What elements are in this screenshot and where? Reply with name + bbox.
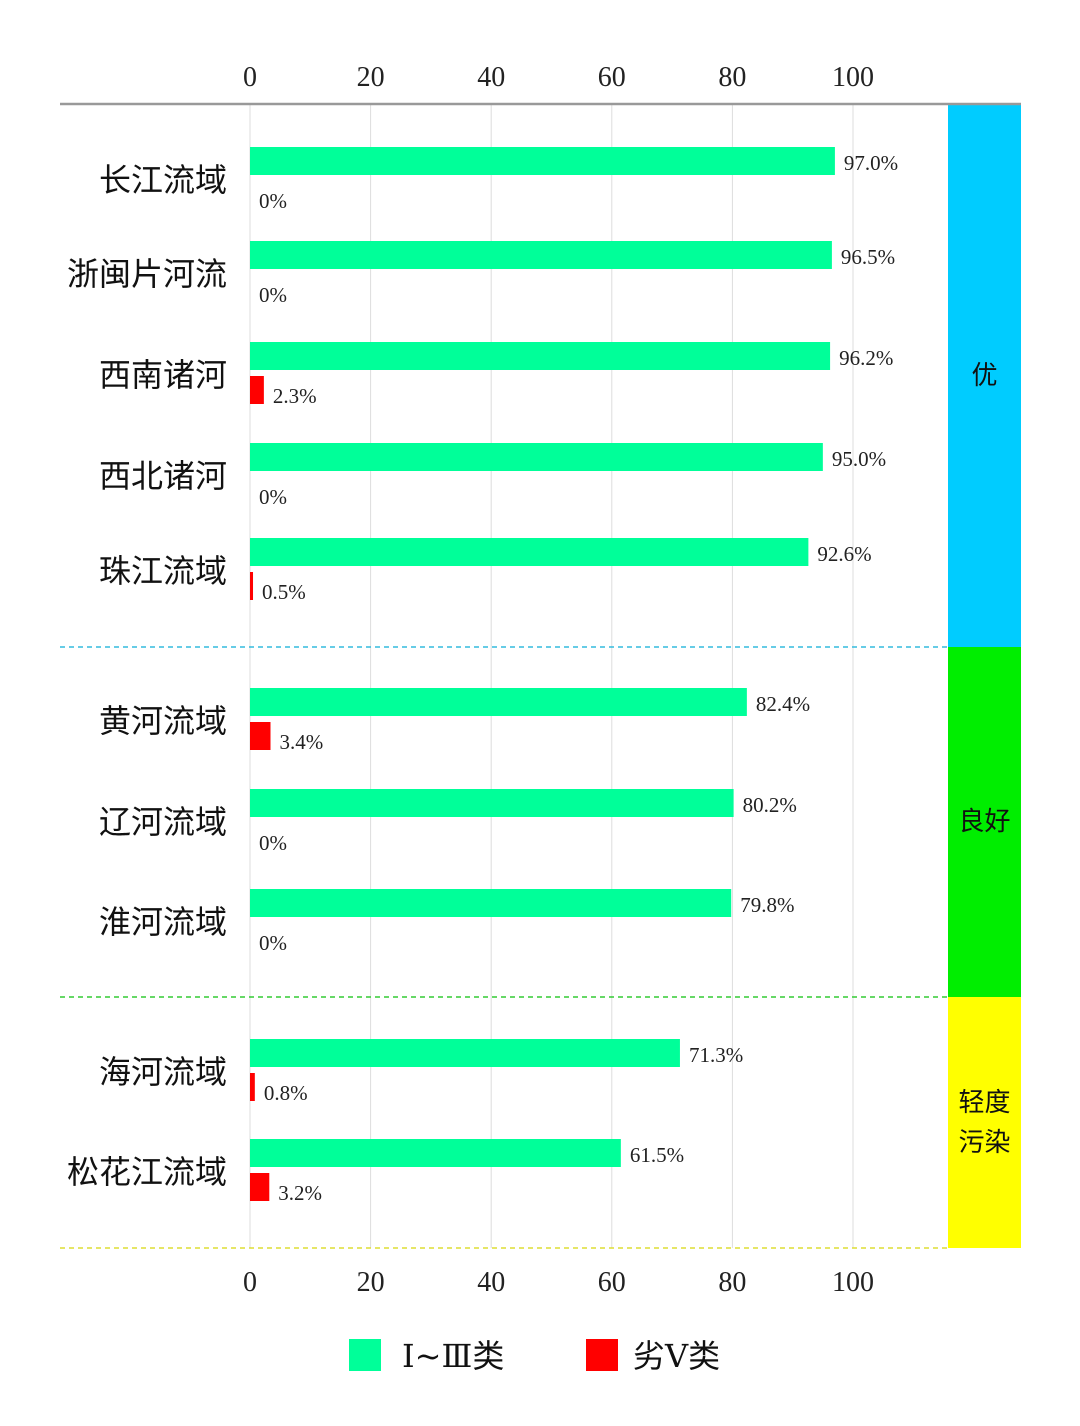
bar-class-1-3 <box>250 889 732 917</box>
bar-class-worse-5 <box>250 1173 270 1201</box>
data-label-class-worse-5: 3.2% <box>278 1181 322 1205</box>
data-label-class-worse-5: 0.5% <box>262 580 306 604</box>
data-label-class-worse-5: 0.8% <box>264 1081 308 1105</box>
bar-class-worse-5 <box>250 722 271 750</box>
group-label-text: 良好 <box>958 807 1011 837</box>
bar-class-1-3 <box>250 789 734 817</box>
x-tick-label-top: 20 <box>357 62 385 93</box>
x-tick-label-top: 40 <box>477 62 505 93</box>
bar-class-1-3 <box>250 1139 621 1167</box>
data-label-class-worse-5: 0% <box>259 931 287 955</box>
category-label: 淮河流域 <box>99 903 227 941</box>
data-label-class-1-3: 61.5% <box>630 1143 684 1167</box>
legend-swatch-class-worse-5 <box>586 1339 618 1371</box>
bar-class-1-3 <box>250 342 831 370</box>
group-label-text: 轻度污染 <box>958 1087 1011 1158</box>
data-label-class-1-3: 96.5% <box>841 245 895 269</box>
category-label: 西南诸河 <box>99 356 227 394</box>
data-label-class-1-3: 95.0% <box>832 447 886 471</box>
data-label-class-worse-5: 0% <box>259 283 287 307</box>
data-label-class-1-3: 71.3% <box>689 1043 743 1067</box>
bar-class-1-3 <box>250 147 835 175</box>
data-label-class-1-3: 92.6% <box>817 542 871 566</box>
category-label: 西北诸河 <box>99 457 227 495</box>
bar-class-1-3 <box>250 1039 680 1067</box>
x-tick-label-top: 0 <box>243 62 257 93</box>
x-tick-label-bottom: 100 <box>832 1267 874 1298</box>
data-label-class-worse-5: 2.3% <box>273 384 317 408</box>
group-band <box>948 997 1021 1248</box>
x-tick-label-bottom: 0 <box>243 1267 257 1298</box>
data-label-class-worse-5: 0% <box>259 831 287 855</box>
data-label-class-worse-5: 0% <box>259 189 287 213</box>
bar-class-1-3 <box>250 538 809 566</box>
bar-class-1-3 <box>250 443 823 471</box>
data-label-class-worse-5: 3.4% <box>280 730 324 754</box>
category-label: 松花江流域 <box>67 1153 227 1191</box>
data-label-class-worse-5: 0% <box>259 485 287 509</box>
bar-class-1-3 <box>250 241 832 269</box>
group-label-excellent: 优 <box>948 105 1021 647</box>
x-tick-label-top: 80 <box>718 62 746 93</box>
bar-class-worse-5 <box>250 572 254 600</box>
category-label: 黄河流域 <box>99 702 227 740</box>
x-tick-label-top: 60 <box>598 62 626 93</box>
legend-swatch-class-1-3 <box>349 1339 381 1371</box>
x-tick-label-bottom: 60 <box>598 1267 626 1298</box>
category-label: 珠江流域 <box>99 552 227 590</box>
category-label: 长江流域 <box>99 161 227 199</box>
category-label: 浙闽片河流 <box>67 255 227 293</box>
group-label-light-pollution: 轻度污染 <box>948 997 1021 1248</box>
legend-label-class-worse-5: 劣Ⅴ类 <box>633 1337 720 1375</box>
bar-class-worse-5 <box>250 376 264 404</box>
x-tick-label-bottom: 20 <box>357 1267 385 1298</box>
data-label-class-1-3: 97.0% <box>844 151 898 175</box>
bar-class-1-3 <box>250 688 747 716</box>
x-tick-label-bottom: 40 <box>477 1267 505 1298</box>
x-tick-label-top: 100 <box>832 62 874 93</box>
category-label: 辽河流域 <box>99 803 227 841</box>
data-label-class-1-3: 82.4% <box>756 692 810 716</box>
group-band <box>948 105 1021 647</box>
data-label-class-1-3: 96.2% <box>839 346 893 370</box>
category-label: 海河流域 <box>99 1053 227 1091</box>
group-label-text: 优 <box>971 361 998 391</box>
group-label-good: 良好 <box>948 647 1021 997</box>
bar-class-worse-5 <box>250 1073 255 1101</box>
data-label-class-1-3: 80.2% <box>743 793 797 817</box>
legend-label-class-1-3: Ⅰ~Ⅲ类 <box>402 1337 504 1375</box>
group-band <box>948 647 1021 997</box>
data-label-class-1-3: 79.8% <box>740 893 794 917</box>
x-tick-label-bottom: 80 <box>718 1267 746 1298</box>
